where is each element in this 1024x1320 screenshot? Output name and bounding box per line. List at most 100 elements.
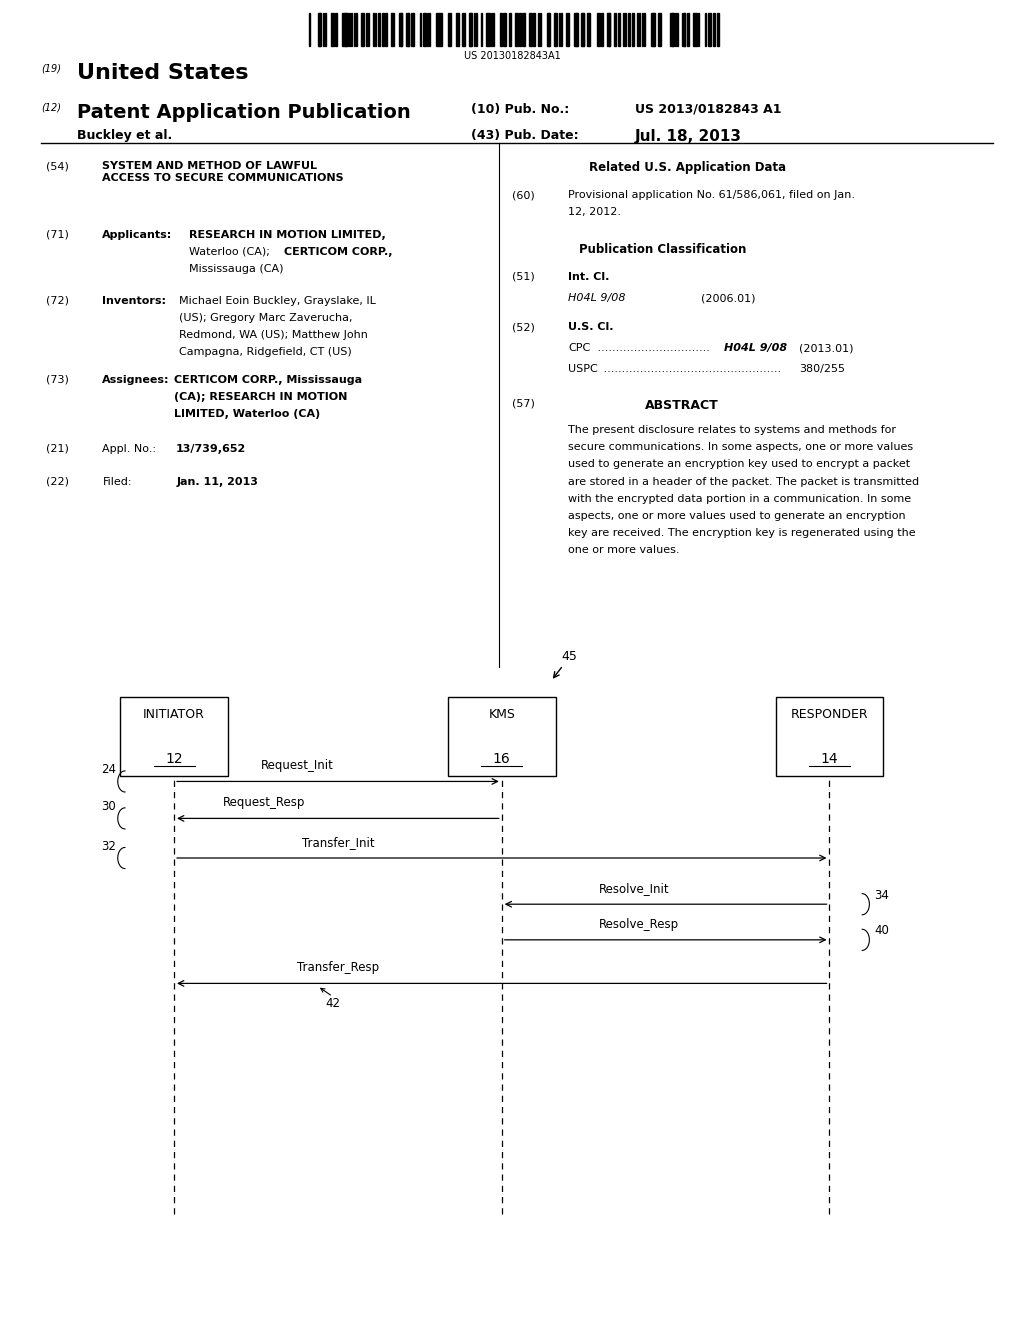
Bar — [714, 13, 715, 46]
Text: Publication Classification: Publication Classification — [579, 243, 745, 256]
Bar — [493, 13, 495, 46]
Bar — [677, 13, 678, 46]
Text: RESEARCH IN MOTION LIMITED,: RESEARCH IN MOTION LIMITED, — [189, 230, 386, 240]
Text: Request_Init: Request_Init — [261, 759, 334, 772]
Bar — [385, 13, 386, 46]
Bar — [587, 13, 588, 46]
Bar — [617, 13, 621, 46]
Bar — [345, 13, 348, 46]
Bar — [717, 13, 719, 46]
Text: 32: 32 — [100, 840, 116, 853]
Text: Buckley et al.: Buckley et al. — [77, 129, 172, 143]
Text: with the encrypted data portion in a communication. In some: with the encrypted data portion in a com… — [568, 494, 911, 504]
Bar — [317, 13, 321, 46]
Bar — [776, 697, 883, 776]
Bar — [480, 13, 482, 46]
Text: 380/255: 380/255 — [799, 364, 845, 375]
Text: The present disclosure relates to systems and methods for: The present disclosure relates to system… — [568, 425, 896, 436]
Bar — [447, 13, 451, 46]
Text: 42: 42 — [326, 997, 340, 1010]
Text: LIMITED, Waterloo (CA): LIMITED, Waterloo (CA) — [174, 409, 321, 420]
Text: Jul. 18, 2013: Jul. 18, 2013 — [635, 129, 741, 144]
Text: (73): (73) — [46, 375, 69, 385]
Bar — [642, 13, 643, 46]
Bar — [412, 13, 413, 46]
Bar — [424, 13, 426, 46]
Text: (54): (54) — [46, 161, 69, 172]
Bar — [524, 13, 525, 46]
Bar — [696, 13, 697, 46]
Text: Redmond, WA (US); Matthew John: Redmond, WA (US); Matthew John — [179, 330, 368, 341]
Text: 40: 40 — [874, 924, 890, 937]
Bar — [504, 13, 506, 46]
Bar — [427, 13, 428, 46]
Text: (12): (12) — [41, 103, 61, 114]
Bar — [378, 13, 380, 46]
Bar — [682, 13, 685, 46]
Text: one or more values.: one or more values. — [568, 545, 680, 556]
Text: 13/739,652: 13/739,652 — [176, 444, 247, 454]
Text: Request_Resp: Request_Resp — [223, 796, 305, 809]
Text: (CA); RESEARCH IN MOTION: (CA); RESEARCH IN MOTION — [174, 392, 347, 403]
Bar — [555, 13, 557, 46]
Bar — [319, 13, 321, 46]
Bar — [464, 13, 465, 46]
Bar — [675, 13, 677, 46]
Text: Applicants:: Applicants: — [102, 230, 173, 240]
Bar — [623, 13, 625, 46]
Bar — [367, 13, 368, 46]
Text: Jan. 11, 2013: Jan. 11, 2013 — [176, 477, 258, 487]
Text: (71): (71) — [46, 230, 69, 240]
Text: (US); Gregory Marc Zaverucha,: (US); Gregory Marc Zaverucha, — [179, 313, 352, 323]
Bar — [510, 13, 512, 46]
Bar — [549, 13, 550, 46]
Bar — [583, 13, 585, 46]
Text: Michael Eoin Buckley, Grayslake, IL: Michael Eoin Buckley, Grayslake, IL — [179, 296, 376, 306]
Text: 30: 30 — [101, 800, 116, 813]
Bar — [323, 13, 324, 46]
Bar — [435, 13, 439, 46]
Bar — [373, 13, 375, 46]
Text: (52): (52) — [512, 322, 535, 333]
Text: (19): (19) — [41, 63, 61, 74]
Text: are stored in a header of the packet. The packet is transmitted: are stored in a header of the packet. Th… — [568, 477, 920, 487]
Text: (10) Pub. No.:: (10) Pub. No.: — [471, 103, 569, 116]
Text: US 20130182843A1: US 20130182843A1 — [464, 51, 560, 62]
Bar — [589, 13, 590, 46]
Bar — [475, 13, 477, 46]
Text: key are received. The encryption key is regenerated using the: key are received. The encryption key is … — [568, 528, 915, 539]
Bar — [625, 13, 626, 46]
Text: (51): (51) — [512, 272, 535, 282]
Bar — [515, 13, 518, 46]
Bar — [651, 13, 654, 46]
Bar — [705, 13, 706, 46]
Text: ...............................: ............................... — [594, 343, 710, 354]
Bar — [407, 13, 409, 46]
Text: 12: 12 — [165, 751, 183, 766]
Bar — [420, 13, 421, 46]
Bar — [532, 13, 536, 46]
Text: Campagna, Ridgefield, CT (US): Campagna, Ridgefield, CT (US) — [179, 347, 352, 358]
Bar — [684, 13, 685, 46]
Bar — [413, 13, 415, 46]
Text: (2006.01): (2006.01) — [701, 293, 756, 304]
Bar — [121, 697, 228, 776]
Bar — [687, 13, 688, 46]
Text: Filed:: Filed: — [102, 477, 132, 487]
Text: 14: 14 — [820, 751, 839, 766]
Bar — [670, 13, 674, 46]
Bar — [652, 13, 653, 46]
Bar — [382, 13, 384, 46]
Text: INITIATOR: INITIATOR — [143, 708, 205, 721]
Text: CPC: CPC — [568, 343, 591, 354]
Text: 24: 24 — [100, 763, 116, 776]
Bar — [368, 13, 370, 46]
Text: CERTICOM CORP., Mississauga: CERTICOM CORP., Mississauga — [174, 375, 362, 385]
Bar — [390, 13, 394, 46]
Bar — [692, 13, 696, 46]
Text: (21): (21) — [46, 444, 69, 454]
Text: Resolve_Resp: Resolve_Resp — [599, 917, 679, 931]
Text: Patent Application Publication: Patent Application Publication — [77, 103, 411, 121]
Text: CERTICOM CORP.,: CERTICOM CORP., — [284, 247, 392, 257]
Bar — [637, 13, 638, 46]
